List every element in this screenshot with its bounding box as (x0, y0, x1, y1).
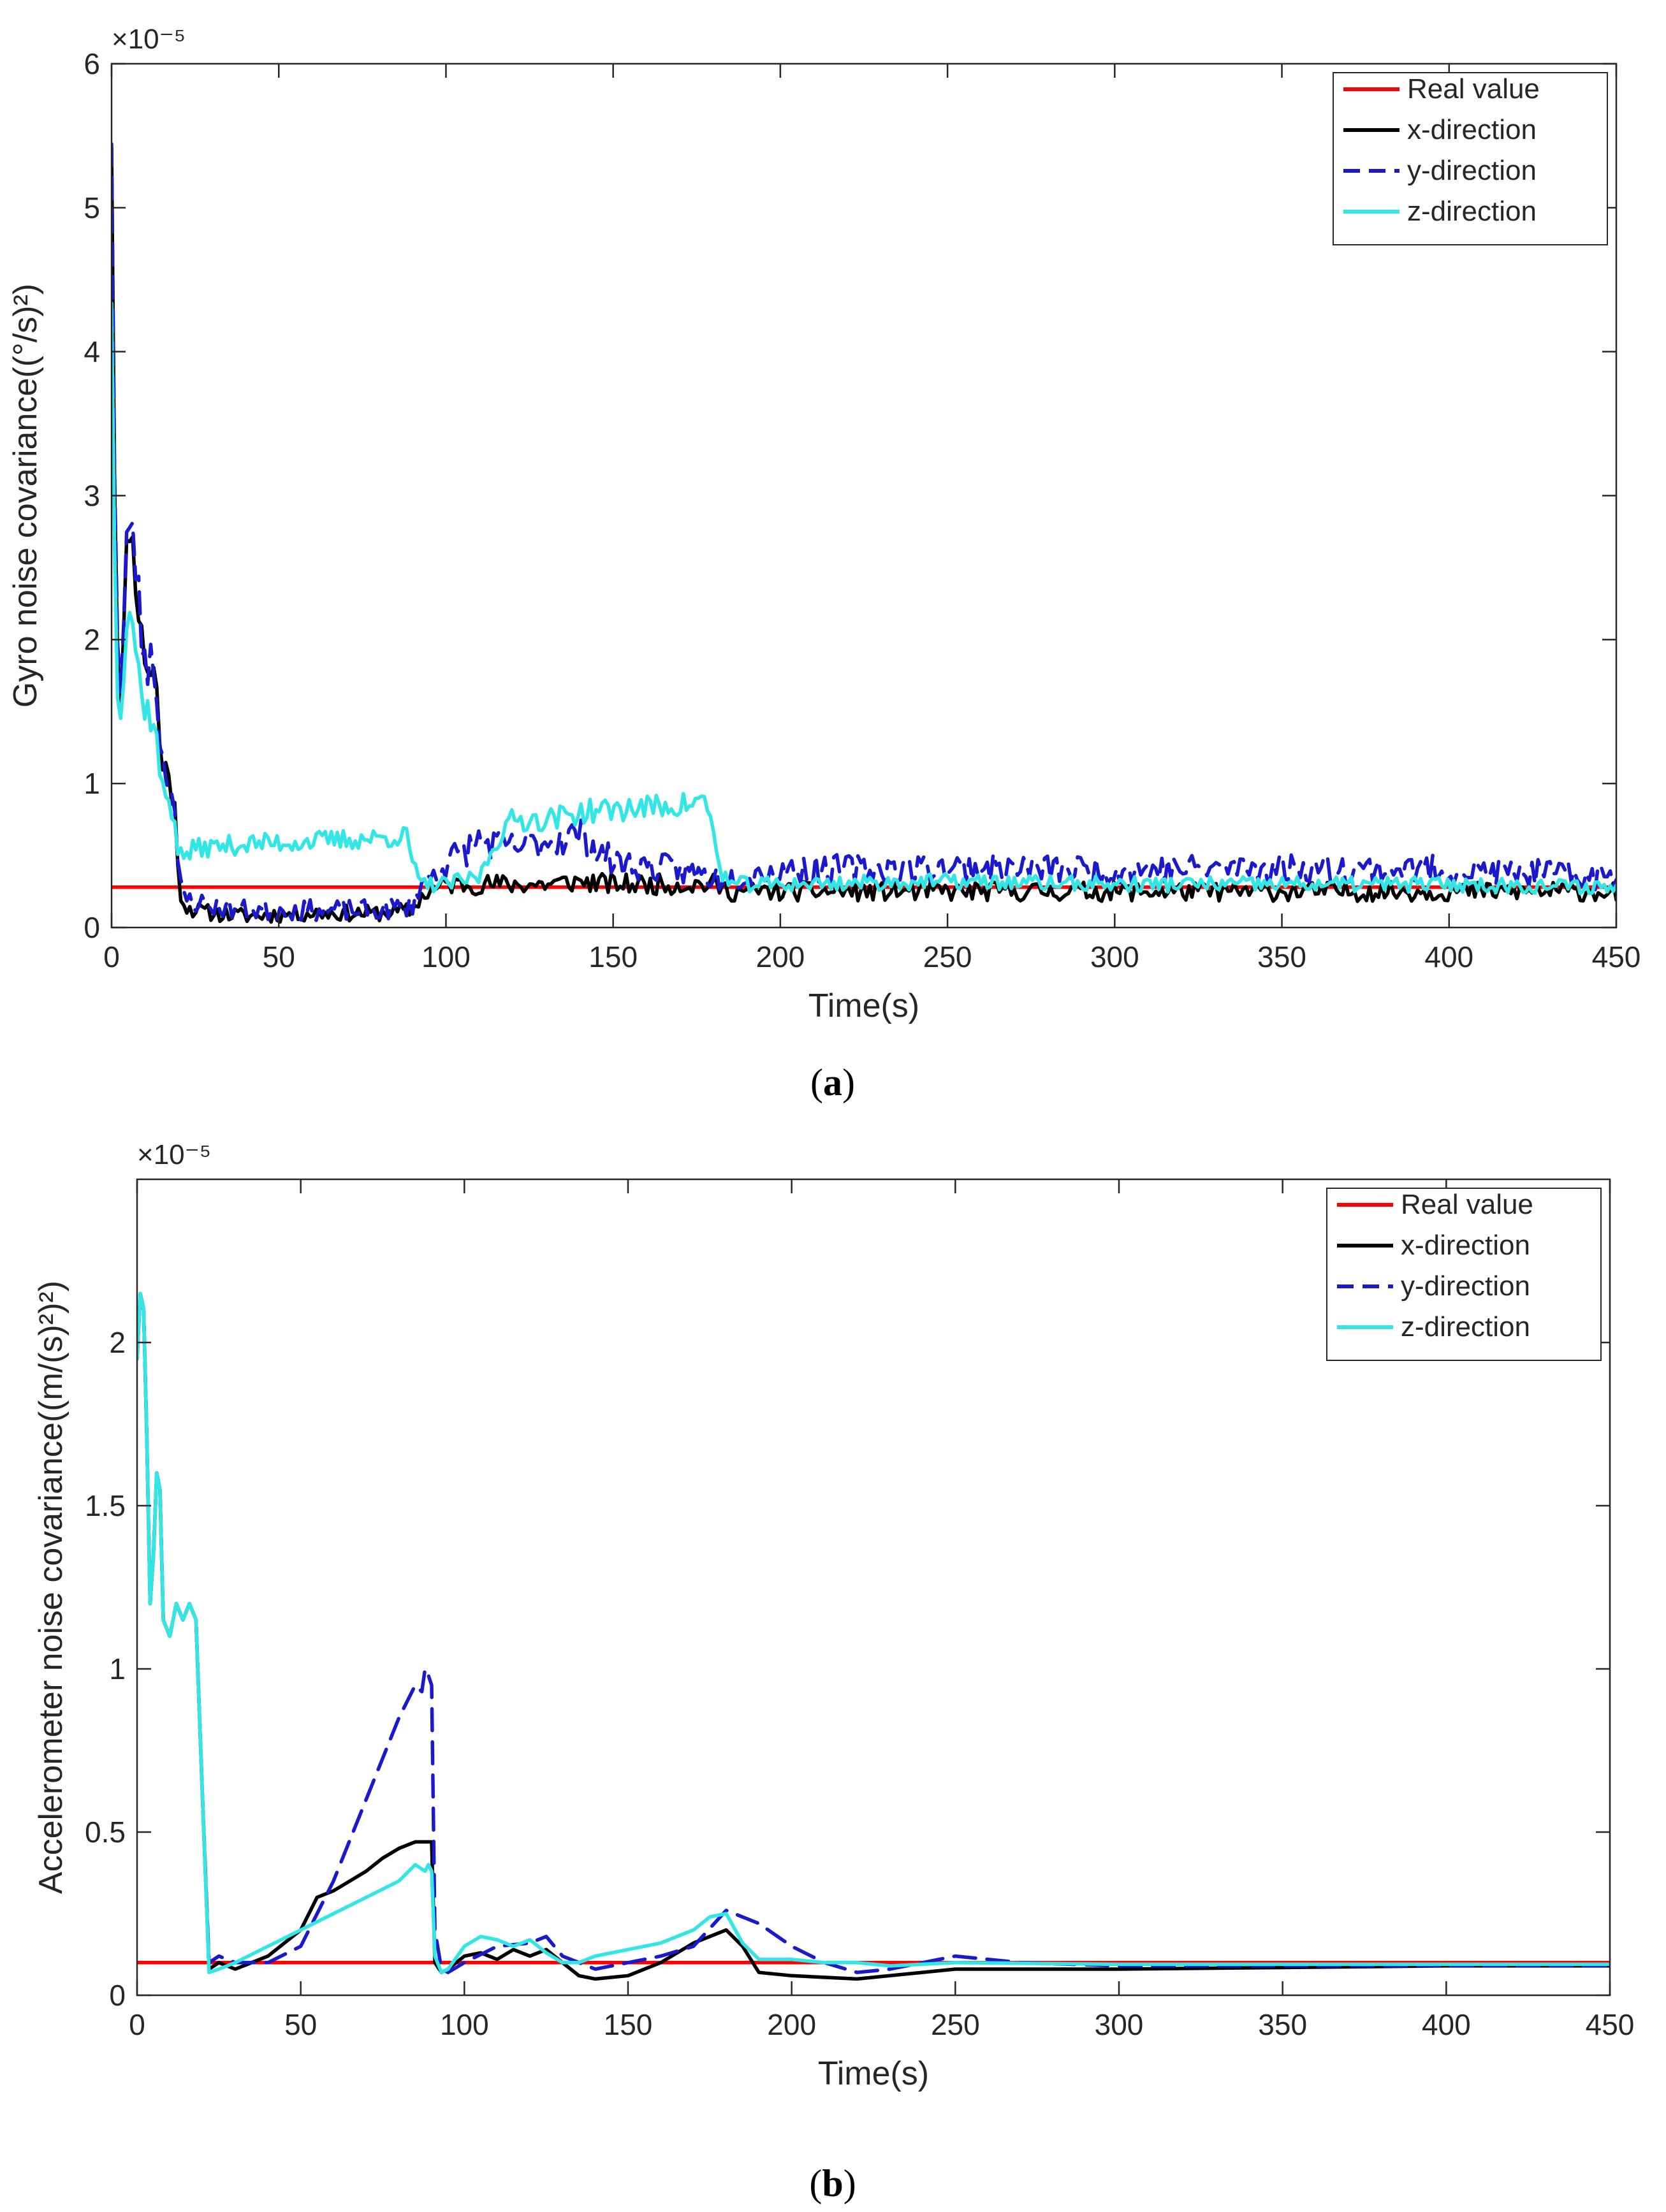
legend-entry: y-direction (1401, 1270, 1530, 1302)
axes-box (136, 1178, 1611, 1997)
legend-entry: z-direction (1407, 196, 1537, 227)
legend-box (1333, 72, 1608, 245)
x-tick-label: 0 (103, 940, 120, 973)
x-tick-label: 450 (1592, 940, 1641, 973)
x-tick-label: 300 (1090, 940, 1139, 973)
y-tick-label: 6 (84, 47, 100, 80)
y-tick-label: 2 (109, 1326, 126, 1359)
y-tick-label: 0 (109, 1979, 126, 2012)
caption-letter: b (822, 2162, 843, 2204)
x-tick-label: 200 (756, 940, 805, 973)
y-tick-label: 5 (84, 191, 100, 224)
caption-letter: a (823, 1061, 842, 1103)
panel-caption: (a) (810, 1061, 855, 1103)
x-tick-label: 350 (1257, 940, 1306, 973)
x-tick-label: 200 (767, 2008, 816, 2041)
legend-box (1326, 1188, 1602, 1361)
series-line-z-direction (112, 301, 1616, 896)
legend-entry: x-direction (1401, 1230, 1530, 1261)
series-group (137, 1292, 1610, 1981)
x-tick-label: 50 (263, 940, 295, 973)
y-axis-label: Accelerometer noise covariance((m/(s)²)²… (33, 1281, 69, 1894)
x-tick-label: 450 (1586, 2008, 1635, 2041)
legend-entry: z-direction (1401, 1311, 1530, 1342)
caption-close-paren: ) (844, 2162, 856, 2204)
y-tick-label: 0 (84, 911, 100, 944)
x-axis-label: Time(s) (818, 2055, 929, 2092)
legend: Real value x-direction y-direction z-direct… (1326, 1188, 1602, 1361)
x-axis-label: Time(s) (808, 987, 919, 1024)
x-tick-label: 400 (1422, 2008, 1471, 2041)
panel-caption: (b) (809, 2162, 856, 2204)
x-tick-label: 300 (1095, 2008, 1144, 2041)
series-line-x-direction (112, 146, 1616, 924)
legend-entry: y-direction (1407, 155, 1537, 186)
legend-entry: Real value (1401, 1189, 1533, 1220)
x-tick-label: 0 (129, 2008, 145, 2041)
x-tick-label: 350 (1258, 2008, 1307, 2041)
y-axis-label: Gyro noise covariance((°/s)²) (7, 284, 44, 708)
y-multiplier-label: ×10⁻⁵ (112, 24, 186, 55)
series-line-z-direction (137, 1292, 1610, 1974)
x-tick-label: 100 (440, 2008, 489, 2041)
x-tick-label: 250 (923, 940, 972, 973)
y-tick-label: 2 (84, 623, 100, 656)
legend: Real value x-direction y-direction z-direct… (1333, 72, 1608, 245)
legend-entry: x-direction (1407, 114, 1537, 145)
x-tick-label: 50 (284, 2008, 317, 2041)
series-line-y-direction (112, 142, 1616, 922)
y-tick-label: 3 (84, 479, 100, 513)
caption-open-paren: ( (809, 2162, 822, 2204)
x-tick-label: 250 (931, 2008, 980, 2041)
y-tick-label: 1.5 (85, 1489, 126, 1522)
y-multiplier-label: ×10⁻⁵ (137, 1139, 211, 1170)
caption-close-paren: ) (842, 1061, 855, 1103)
y-tick-label: 4 (84, 335, 100, 368)
y-tick-label: 1 (84, 767, 100, 800)
y-tick-label: 1 (109, 1652, 126, 1685)
chart-panel-a: 0 50 100 150 200 250 300 350 400 450 0 1 2 3 4 5 6 ×10⁻⁵ T… (7, 24, 1640, 1103)
legend-entry: Real value (1407, 73, 1540, 105)
y-tick-label: 0.5 (85, 1815, 126, 1849)
x-tick-label: 400 (1424, 940, 1473, 973)
caption-open-paren: ( (810, 1061, 823, 1103)
x-tick-label: 100 (421, 940, 471, 973)
x-tick-label: 150 (588, 940, 638, 973)
chart-panel-b: 0 50 100 150 200 250 300 350 400 450 0 0.5 1 1.5 2 ×10⁻… (33, 1139, 1634, 2204)
x-tick-label: 150 (604, 2008, 653, 2041)
series-group (112, 142, 1616, 924)
